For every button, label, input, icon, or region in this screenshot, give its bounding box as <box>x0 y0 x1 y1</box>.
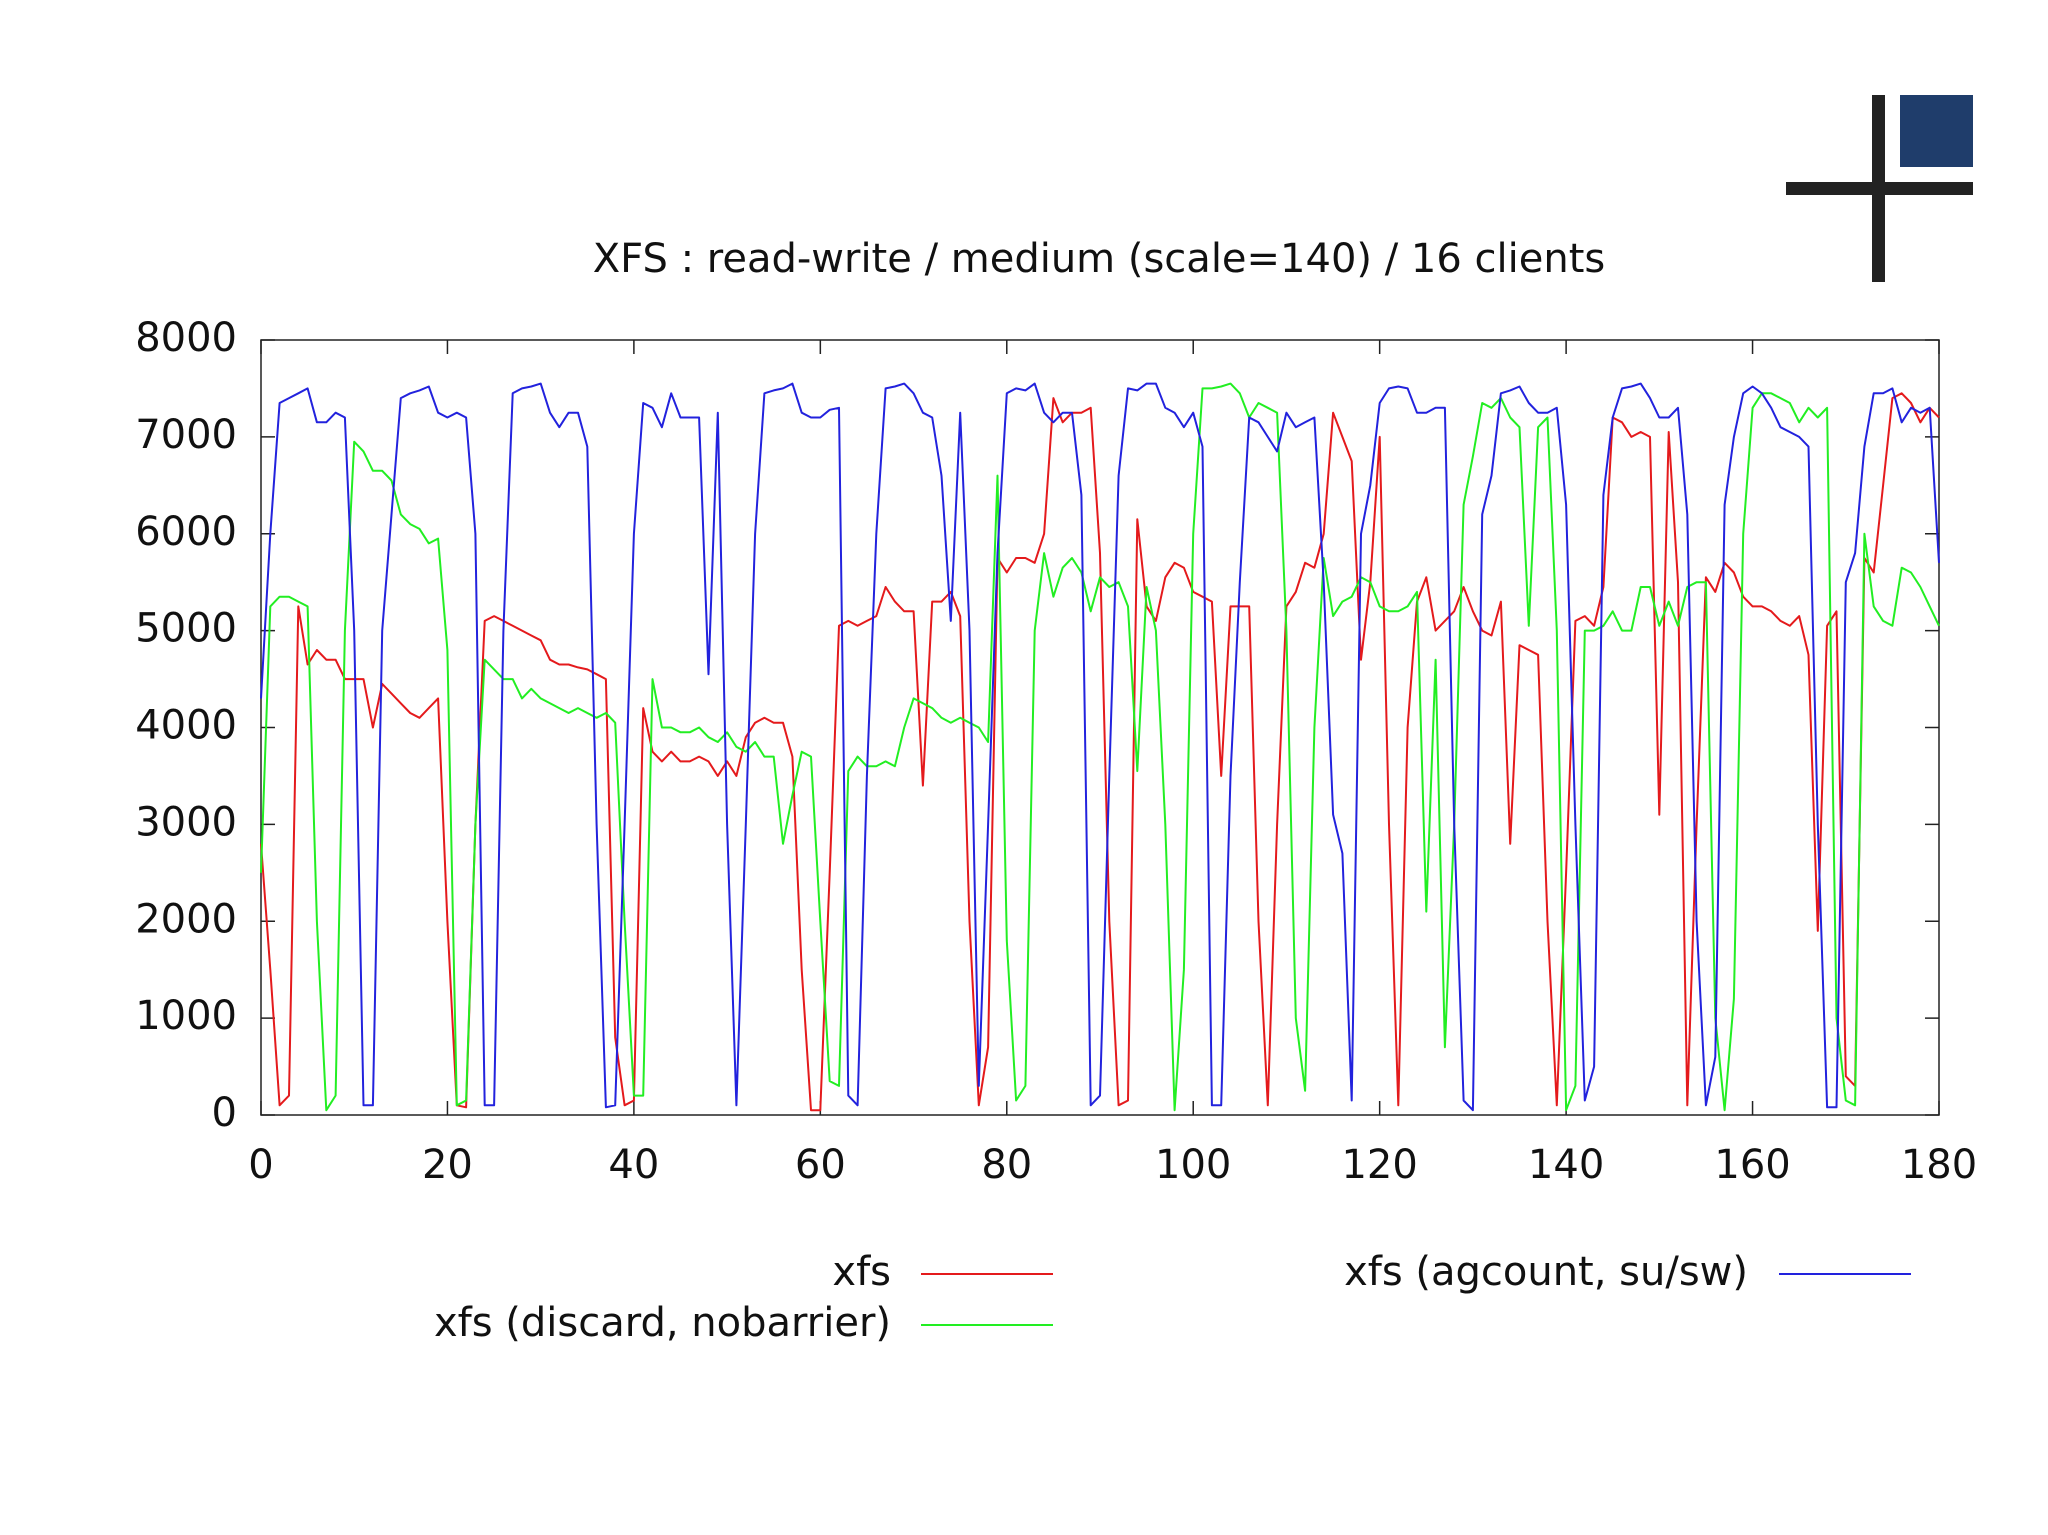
x-tick-label: 40 <box>608 1142 659 1188</box>
x-tick-label: 80 <box>981 1142 1032 1188</box>
plot-frame <box>260 339 1940 1116</box>
series-line <box>260 392 1940 1112</box>
chart-title: XFS : read-write / medium (scale=140) / … <box>593 236 1605 282</box>
series-line <box>260 382 1940 1112</box>
y-tick-label: 6000 <box>135 509 237 555</box>
y-tick-label: 3000 <box>135 799 237 845</box>
x-tick-label: 0 <box>248 1142 273 1188</box>
x-tick-label: 120 <box>1341 1142 1417 1188</box>
logo <box>1786 95 1973 282</box>
x-tick-label: 60 <box>795 1142 846 1188</box>
y-tick-label: 5000 <box>135 606 237 652</box>
legend-label: xfs (agcount, su/sw) <box>1344 1249 1748 1295</box>
logo-square <box>1900 95 1973 167</box>
y-tick-label: 7000 <box>135 412 237 458</box>
legend-label: xfs <box>832 1249 891 1295</box>
x-tick-label: 100 <box>1155 1142 1231 1188</box>
x-tick-label: 20 <box>422 1142 473 1188</box>
logo-bar <box>1786 182 1973 195</box>
x-tick-label: 160 <box>1714 1142 1790 1188</box>
x-tick-label: 180 <box>1901 1142 1977 1188</box>
y-tick-label: 1000 <box>135 993 237 1039</box>
x-tick-label: 140 <box>1528 1142 1604 1188</box>
y-tick-label: 2000 <box>135 896 237 942</box>
legend-label: xfs (discard, nobarrier) <box>434 1300 891 1346</box>
y-tick-label: 4000 <box>135 703 237 749</box>
series-line <box>260 382 1940 1112</box>
y-tick-label: 8000 <box>135 315 237 361</box>
y-tick-label: 0 <box>212 1090 237 1136</box>
